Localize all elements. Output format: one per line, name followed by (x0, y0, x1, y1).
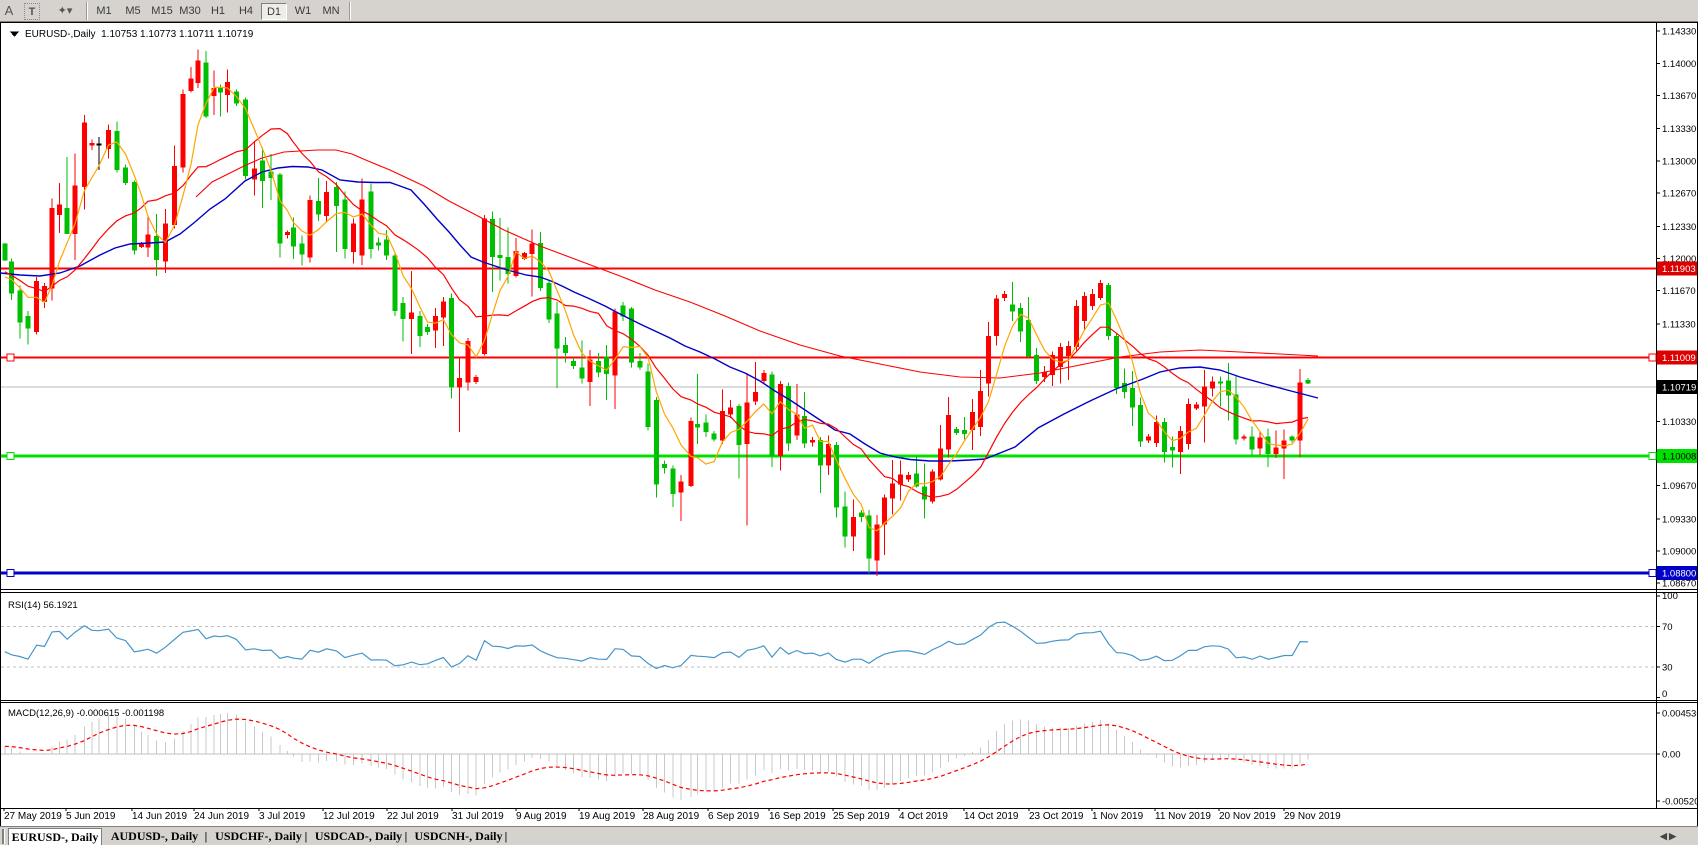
svg-text:20 Nov 2019: 20 Nov 2019 (1219, 811, 1276, 822)
svg-text:12 Jul 2019: 12 Jul 2019 (323, 811, 375, 822)
svg-text:1.11903: 1.11903 (1662, 264, 1696, 275)
svg-text:0.00: 0.00 (1662, 750, 1681, 761)
svg-text:1.10008: 1.10008 (1662, 452, 1696, 463)
svg-text:1.09670: 1.09670 (1662, 481, 1696, 492)
svg-text:22 Jul 2019: 22 Jul 2019 (387, 811, 439, 822)
svg-text:27 May 2019: 27 May 2019 (4, 811, 62, 822)
svg-text:1.13330: 1.13330 (1662, 124, 1696, 135)
svg-text:24 Jun 2019: 24 Jun 2019 (194, 811, 249, 822)
svg-text:1.13000: 1.13000 (1662, 156, 1696, 167)
svg-text:3 Jul 2019: 3 Jul 2019 (259, 811, 306, 822)
svg-text:4 Oct 2019: 4 Oct 2019 (899, 811, 948, 822)
svg-text:29 Nov 2019: 29 Nov 2019 (1284, 811, 1341, 822)
svg-text:25 Sep 2019: 25 Sep 2019 (833, 811, 890, 822)
svg-text:100: 100 (1662, 591, 1678, 602)
svg-text:1.11330: 1.11330 (1662, 319, 1696, 330)
svg-text:1.12670: 1.12670 (1662, 189, 1696, 200)
svg-text:1.14330: 1.14330 (1662, 27, 1696, 38)
svg-text:23 Oct 2019: 23 Oct 2019 (1029, 811, 1084, 822)
svg-text:19 Aug 2019: 19 Aug 2019 (579, 811, 636, 822)
svg-text:1.10330: 1.10330 (1662, 417, 1696, 428)
svg-text:1.11009: 1.11009 (1662, 353, 1696, 364)
svg-text:0.004536: 0.004536 (1662, 709, 1698, 720)
svg-text:16 Sep 2019: 16 Sep 2019 (769, 811, 826, 822)
svg-text:1.10719: 1.10719 (1662, 383, 1696, 394)
svg-text:1.12330: 1.12330 (1662, 222, 1696, 233)
svg-text:1.08800: 1.08800 (1662, 569, 1696, 580)
svg-text:70: 70 (1662, 622, 1673, 633)
svg-text:28 Aug 2019: 28 Aug 2019 (643, 811, 700, 822)
svg-text:0: 0 (1662, 689, 1667, 700)
svg-text:1.12000: 1.12000 (1662, 254, 1696, 265)
svg-text:14 Jun 2019: 14 Jun 2019 (132, 811, 187, 822)
svg-text:9 Aug 2019: 9 Aug 2019 (516, 811, 567, 822)
svg-text:RSI(14) 56.1921: RSI(14) 56.1921 (8, 600, 78, 611)
svg-text:14 Oct 2019: 14 Oct 2019 (964, 811, 1019, 822)
svg-text:-0.005205: -0.005205 (1662, 797, 1698, 808)
svg-text:1.08670: 1.08670 (1662, 579, 1696, 590)
svg-text:1.14000: 1.14000 (1662, 59, 1696, 70)
svg-text:MACD(12,26,9) -0.000615 -0.001: MACD(12,26,9) -0.000615 -0.001198 (8, 708, 164, 719)
svg-text:5 Jun 2019: 5 Jun 2019 (66, 811, 116, 822)
svg-text:1.09000: 1.09000 (1662, 547, 1696, 558)
svg-text:6 Sep 2019: 6 Sep 2019 (708, 811, 760, 822)
svg-text:30: 30 (1662, 663, 1673, 674)
svg-text:31 Jul 2019: 31 Jul 2019 (452, 811, 504, 822)
svg-text:1.11670: 1.11670 (1662, 286, 1696, 297)
svg-text:1 Nov 2019: 1 Nov 2019 (1092, 811, 1144, 822)
svg-text:1.13670: 1.13670 (1662, 91, 1696, 102)
svg-text:EURUSD-,Daily 1.10753 1.10773: EURUSD-,Daily 1.10753 1.10773 1.10711 1.… (25, 29, 254, 40)
svg-text:1.09330: 1.09330 (1662, 514, 1696, 525)
svg-text:11 Nov 2019: 11 Nov 2019 (1155, 811, 1211, 822)
